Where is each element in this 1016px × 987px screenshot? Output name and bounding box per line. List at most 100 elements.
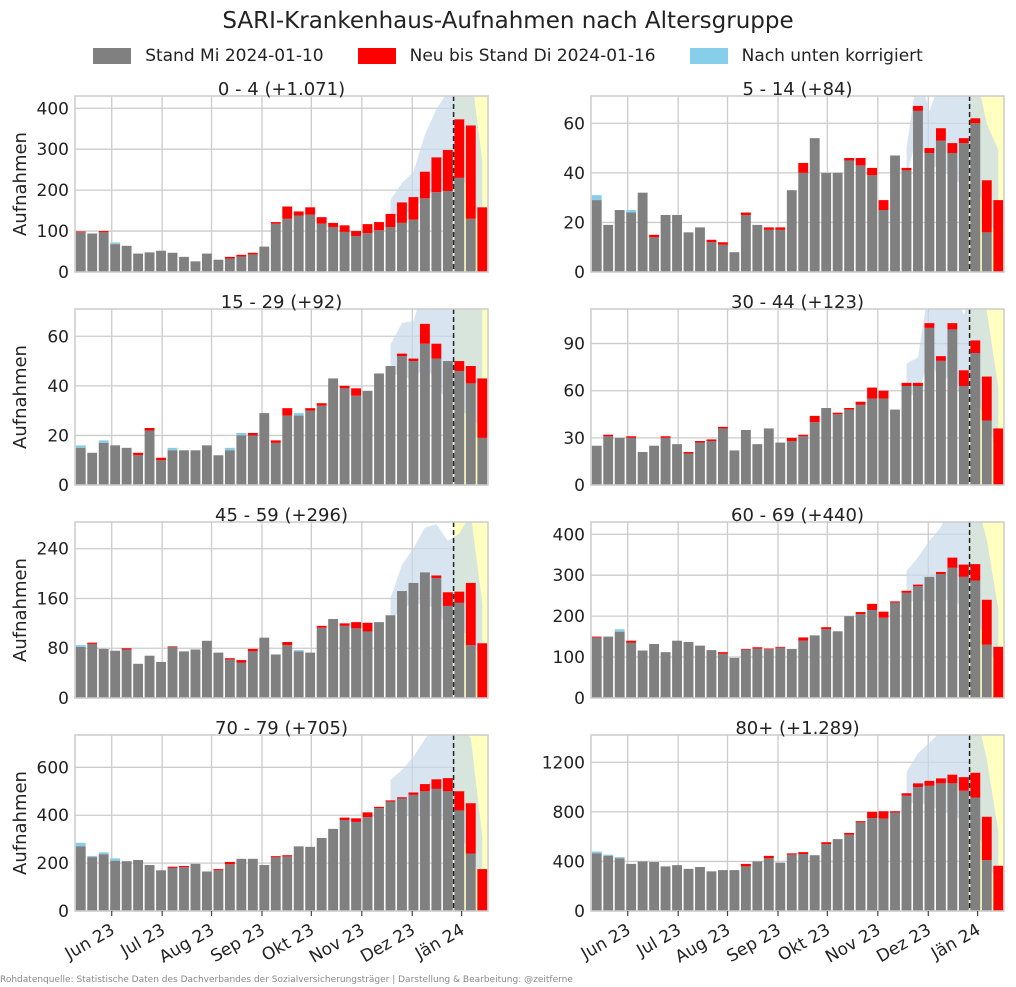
- bar-base: [626, 642, 637, 698]
- y-tick-label: 100: [37, 222, 69, 242]
- bar-new: [465, 125, 476, 219]
- bar-base: [981, 420, 992, 485]
- bar-corrected: [75, 645, 86, 648]
- bar-base: [752, 444, 763, 485]
- bar-new: [695, 441, 705, 443]
- bar-base: [454, 177, 465, 272]
- bar-base: [213, 455, 224, 485]
- bar-new: [477, 378, 488, 438]
- bar-base: [98, 442, 109, 485]
- x-tick-label: Dez 23: [357, 920, 419, 967]
- bar-corrected: [87, 855, 98, 858]
- bar-base: [878, 818, 889, 911]
- bar-new: [867, 811, 878, 819]
- bar-new: [626, 436, 637, 438]
- bar-new: [247, 252, 258, 255]
- bar-base: [695, 442, 705, 485]
- bar-base: [224, 258, 235, 272]
- bar-new: [740, 648, 751, 650]
- y-axis-label: Aufnahmen: [10, 558, 31, 662]
- bar-base: [408, 794, 419, 911]
- bar-new: [924, 323, 935, 328]
- bar-new: [763, 227, 774, 230]
- bar-base: [855, 614, 866, 698]
- bar-corrected: [110, 242, 121, 245]
- bar-base: [110, 445, 121, 485]
- bar-base: [626, 212, 637, 272]
- bar-base: [821, 408, 832, 485]
- bar-base: [385, 801, 396, 911]
- bar-new: [981, 599, 992, 645]
- bar-base: [672, 640, 682, 698]
- bar-base: [328, 378, 339, 485]
- bar-new: [798, 434, 809, 437]
- bar-base: [855, 404, 866, 485]
- bar-base: [110, 860, 121, 911]
- bar-base: [236, 256, 247, 272]
- bar-base: [981, 860, 992, 911]
- bar-base: [729, 450, 740, 485]
- bar-base: [339, 625, 350, 698]
- bar-base: [133, 455, 144, 485]
- bar-base: [786, 441, 797, 485]
- bar-new: [775, 646, 786, 648]
- bar-base: [867, 818, 878, 911]
- bar-new: [844, 832, 855, 835]
- bar-base: [821, 844, 832, 911]
- panel-title: 70 - 79 (+705): [215, 718, 348, 739]
- bar-base: [144, 655, 155, 698]
- bar-new: [901, 167, 912, 171]
- bar-new: [660, 436, 671, 438]
- bar-base: [236, 435, 247, 485]
- bar-base: [374, 622, 384, 698]
- y-tick-label: 60: [47, 327, 69, 347]
- bar-base: [75, 232, 86, 272]
- bar-base: [419, 343, 430, 485]
- bar-new: [362, 812, 373, 818]
- bar-base: [706, 441, 717, 485]
- bar-new: [374, 806, 384, 809]
- bar-base: [110, 244, 121, 272]
- bar-base: [832, 631, 843, 698]
- bar-base: [637, 650, 648, 698]
- bar-base: [270, 857, 281, 911]
- bar-new: [305, 408, 316, 411]
- bar-base: [935, 783, 946, 911]
- bar-new: [465, 582, 476, 646]
- bar-base: [660, 214, 671, 272]
- bar-corrected: [603, 854, 614, 856]
- bar-base: [465, 645, 476, 698]
- x-tick-label: Sep 23: [723, 920, 784, 967]
- y-tick-label: 0: [574, 263, 585, 283]
- bar-base: [270, 223, 281, 272]
- bar-corrected: [75, 445, 86, 448]
- y-tick-label: 400: [37, 99, 69, 119]
- bar-base: [695, 867, 705, 911]
- bar-corrected: [110, 858, 121, 861]
- bar-base: [121, 447, 132, 485]
- bar-base: [867, 610, 878, 698]
- bar-new: [878, 811, 889, 819]
- bar-base: [385, 226, 396, 272]
- bar-base: [683, 453, 694, 485]
- panel-frame: [74, 521, 489, 699]
- y-axis-label: Aufnahmen: [10, 771, 31, 875]
- bar-base: [706, 650, 717, 698]
- bar-base: [87, 643, 98, 698]
- bar-base: [351, 395, 362, 485]
- bar-base: [408, 219, 419, 272]
- y-tick-label: 40: [47, 377, 69, 397]
- bar-base: [775, 442, 786, 485]
- bar-base: [454, 602, 465, 698]
- bar-base: [179, 256, 189, 272]
- bar-corrected: [614, 857, 625, 859]
- bar-base: [442, 791, 453, 911]
- x-tick-label: Nov 23: [306, 920, 368, 967]
- bar-base: [626, 437, 637, 485]
- bar-new: [993, 200, 1004, 272]
- bar-base: [465, 383, 476, 485]
- bar-base: [970, 353, 981, 485]
- bar-base: [878, 210, 889, 272]
- legend-label-stand: Stand Mi 2024-01-10: [145, 46, 324, 66]
- panel-title: 45 - 59 (+296): [215, 505, 348, 526]
